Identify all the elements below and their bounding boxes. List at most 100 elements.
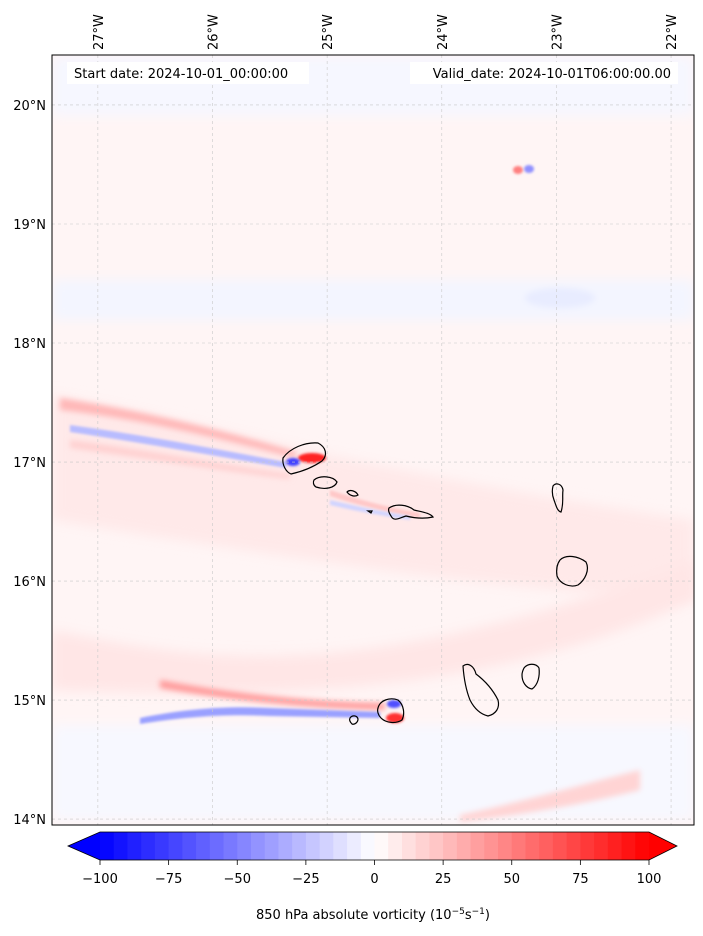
colorbar-level	[209, 832, 225, 860]
colorbar-tick-label: 100	[637, 872, 662, 887]
gridlines	[52, 55, 694, 825]
colorbar-level	[511, 832, 527, 860]
colorbar-level	[539, 832, 554, 860]
colorbar-level	[594, 832, 609, 860]
colorbar-level	[429, 832, 444, 860]
valid-date-label: Valid_date: 2024-10-01T06:00:00.00	[433, 67, 671, 82]
colorbar-level	[319, 832, 334, 860]
lat-tick-label: 20°N	[13, 99, 46, 114]
colorbar-level	[552, 832, 568, 860]
colorbar-level	[113, 832, 129, 860]
colorbar-levels	[100, 832, 650, 860]
island-sao-vicente	[312, 476, 338, 489]
colorbar-level	[182, 832, 197, 860]
colorbar-level	[168, 832, 183, 860]
colorbar-ticks: −100 −75 −50 −25 0 25 50 75 100	[82, 860, 661, 887]
colorbar-level	[305, 832, 321, 860]
colorbar-level	[621, 832, 636, 860]
colorbar-level	[250, 832, 266, 860]
island-brava	[349, 715, 359, 725]
colorbar-level	[635, 832, 650, 860]
lat-tick-label: 19°N	[13, 218, 46, 233]
colorbar-level	[580, 832, 595, 860]
colorbar-level	[196, 832, 211, 860]
colorbar-level	[607, 832, 623, 860]
colorbar-tick-label: 50	[503, 872, 520, 887]
colorbar-level	[154, 832, 170, 860]
colorbar-level	[388, 832, 403, 860]
colorbar-tick-label: −100	[82, 872, 118, 887]
pale-blue-band	[52, 280, 694, 320]
colorbar-level	[278, 832, 293, 860]
lat-tick-label: 14°N	[13, 813, 46, 828]
map-frame	[51, 54, 695, 826]
colorbar: −100 −75 −50 −25 0 25 50 75 100 850 hPa absolute…	[67, 831, 678, 923]
pale-red-band	[52, 560, 694, 694]
colorbar-level	[470, 832, 485, 860]
dipole-blue	[387, 700, 401, 708]
island-fogo	[377, 698, 405, 724]
colorbar-tick-label: −75	[155, 872, 182, 887]
lon-tick-label: 27°W	[92, 14, 107, 50]
colorbar-level	[498, 832, 513, 860]
lat-tick-label: 15°N	[13, 694, 46, 709]
colorbar-label-unit: s	[465, 908, 472, 923]
colorbar-level	[525, 832, 540, 860]
colorbar-level	[456, 832, 472, 860]
wake-red-streak	[160, 680, 385, 710]
island-maio	[521, 663, 540, 690]
colorbar-label-unit-exponent: −1	[472, 907, 485, 917]
colorbar-level	[374, 832, 389, 860]
start-date-box	[67, 62, 309, 84]
colorbar-level	[401, 832, 417, 860]
colorbar-tick-label: 0	[370, 872, 378, 887]
colorbar-level	[141, 832, 156, 860]
colorbar-tick-label: 75	[572, 872, 589, 887]
colorbar-level	[292, 832, 307, 860]
map-panel: Start date: 2024-10-01_00:00:00 Valid_da…	[13, 14, 695, 828]
island-sal	[551, 483, 564, 513]
island-sao-nicolau	[388, 504, 435, 520]
colorbar-tick-label: −50	[224, 872, 251, 887]
island-branco	[366, 510, 373, 514]
colorbar-level	[566, 832, 581, 860]
lat-tick-label: 18°N	[13, 337, 46, 352]
latitude-tick-labels: 20°N 19°N 18°N 17°N 16°N 15°N 14°N	[13, 99, 46, 828]
colorbar-level	[237, 832, 252, 860]
wake-red-streak	[70, 440, 290, 479]
colorbar-extend-low	[68, 832, 100, 860]
colorbar-level	[333, 832, 348, 860]
colorbar-tick-label: −25	[292, 872, 319, 887]
dipole-red	[386, 713, 404, 723]
dipole-red	[513, 166, 523, 174]
pale-blue-band	[52, 725, 694, 820]
wake-blue-streak	[140, 707, 380, 724]
coastlines	[282, 442, 589, 725]
dipole-red	[298, 453, 326, 463]
colorbar-level	[223, 832, 238, 860]
lon-tick-label: 23°W	[550, 14, 565, 50]
colorbar-level	[415, 832, 430, 860]
lon-tick-label: 22°W	[665, 14, 680, 50]
colorbar-level	[127, 832, 142, 860]
colorbar-level	[264, 832, 280, 860]
island-santo-antao	[282, 442, 327, 475]
pale-blue-patch	[525, 288, 595, 308]
wake-blue-streak	[70, 425, 286, 468]
wake-red-streak	[60, 398, 296, 458]
colorbar-level	[484, 832, 499, 860]
lat-tick-label: 17°N	[13, 456, 46, 471]
lon-tick-label: 24°W	[436, 14, 451, 50]
pale-red-band	[460, 770, 640, 822]
colorbar-level	[443, 832, 458, 860]
colorbar-label: 850 hPa absolute vorticity (10−5s−1)	[256, 907, 490, 923]
colorbar-level	[360, 832, 376, 860]
colorbar-level	[100, 832, 115, 860]
colorbar-extend-high	[649, 832, 677, 860]
island-santa-luzia	[346, 489, 359, 497]
colorbar-level	[347, 832, 362, 860]
lon-tick-label: 26°W	[207, 14, 222, 50]
colorbar-label-exponent: −5	[452, 907, 465, 917]
valid-date-box	[410, 62, 678, 84]
